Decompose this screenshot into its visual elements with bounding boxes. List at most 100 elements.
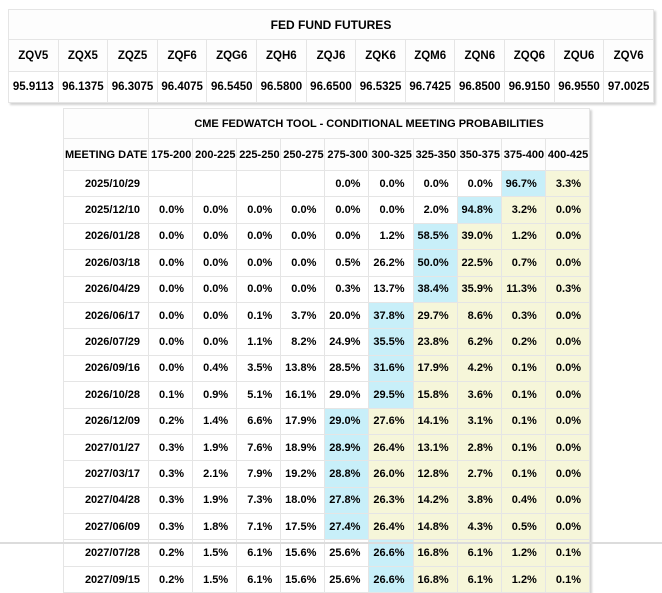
probability-cell: 29.0%	[324, 407, 370, 435]
probability-cell: 96.7%	[500, 169, 546, 198]
futures-table-title: FED FUND FUTURES	[8, 9, 654, 40]
probability-cell: 0.3%	[500, 301, 546, 330]
futures-price-cell: 96.6500	[305, 71, 357, 103]
rate-range-header: 225-250	[236, 138, 282, 171]
probability-cell: 0.1%	[236, 301, 282, 330]
probability-cell: 0.0%	[236, 196, 282, 224]
probability-cell: 94.8%	[456, 196, 502, 224]
probability-cell: 8.6%	[456, 301, 502, 330]
probability-cell: 6.1%	[236, 565, 282, 593]
meeting-row: 2027/09/15 0.2% 1.5% 6.1% 15.6% 25.6% 26.6% 16.…	[63, 565, 591, 593]
probability-cell: 4.3%	[456, 513, 502, 541]
probability-cell: 0.0%	[192, 275, 238, 303]
probability-cell: 15.6%	[280, 565, 326, 593]
futures-price-cell: 96.5800	[256, 71, 307, 103]
probability-cell: 6.2%	[456, 328, 502, 356]
probability-cell	[192, 169, 238, 198]
probability-cell: 0.0%	[544, 381, 591, 409]
probability-cell: 26.4%	[368, 513, 414, 541]
probability-cell: 0.1%	[500, 354, 546, 383]
probability-cell: 0.0%	[147, 328, 194, 356]
futures-value-row: 95.9113 96.1375 96.3075 96.4075 96.5450 96.58…	[8, 71, 654, 103]
probability-cell: 0.0%	[544, 301, 591, 330]
probability-cell: 23.8%	[412, 328, 458, 356]
probability-cell: 0.0%	[192, 328, 238, 356]
probability-cell: 0.0%	[324, 169, 370, 198]
futures-header-row: ZQV5 ZQX5 ZQZ5 ZQF6 ZQG6 ZQH6 ZQJ6 ZQK6 ZQM6 ZQN6…	[8, 39, 654, 72]
meeting-row: 2025/10/29 0.0% 0.0% 0.0% 0.0% 96.7% 3.3%	[63, 169, 591, 198]
futures-contract-header: ZQV5	[8, 39, 59, 72]
probability-cell: 19.2%	[280, 460, 326, 488]
probability-cell: 39.0%	[456, 222, 502, 251]
meeting-date-cell: 2026/10/28	[63, 381, 149, 409]
probability-cell: 0.0%	[544, 486, 591, 515]
probability-cell: 29.0%	[324, 381, 370, 409]
probability-cell: 15.8%	[412, 381, 458, 409]
probability-cell: 0.0%	[324, 222, 370, 251]
rate-range-header: 375-400	[500, 138, 546, 171]
meeting-date-cell: 2027/04/28	[63, 486, 149, 515]
futures-contract-header: ZQZ5	[107, 39, 158, 72]
probability-cell: 0.0%	[280, 249, 326, 277]
probability-cell: 0.3%	[147, 433, 194, 462]
probability-cell: 0.0%	[280, 275, 326, 303]
meeting-date-cell: 2026/09/16	[63, 354, 149, 383]
probability-cell: 27.6%	[368, 407, 414, 435]
probability-cell: 0.0%	[147, 275, 194, 303]
probability-cell: 0.3%	[324, 275, 370, 303]
probability-cell: 14.8%	[412, 513, 458, 541]
probability-cell: 0.0%	[324, 196, 370, 224]
probability-cell: 0.0%	[544, 249, 591, 277]
probability-cell: 5.1%	[236, 381, 282, 409]
fedwatch-corner-cell	[63, 108, 149, 139]
probability-cell: 0.1%	[500, 407, 546, 435]
rate-range-header: 250-275	[280, 138, 326, 171]
meeting-row: 2026/03/18 0.0% 0.0% 0.0% 0.0% 0.5% 26.2% 50.0%…	[63, 249, 591, 277]
probability-cell: 0.0%	[147, 301, 194, 330]
meeting-row: 2027/04/28 0.3% 1.9% 7.3% 18.0% 27.8% 26.3% 14.…	[63, 486, 591, 515]
meeting-row: 2026/04/29 0.0% 0.0% 0.0% 0.0% 0.3% 13.7% 38.4%…	[63, 275, 591, 303]
probability-cell: 0.7%	[500, 249, 546, 277]
probability-cell: 50.0%	[412, 249, 458, 277]
probability-cell: 1.9%	[192, 486, 238, 515]
rate-range-header: 325-350	[412, 138, 458, 171]
probability-cell: 1.5%	[192, 565, 238, 593]
probability-cell: 27.4%	[324, 513, 370, 541]
futures-price-cell: 96.7425	[404, 71, 456, 103]
meeting-date-cell: 2027/03/17	[63, 460, 149, 488]
probability-cell: 17.9%	[280, 407, 326, 435]
probability-cell	[236, 169, 282, 198]
probability-cell: 0.0%	[280, 196, 326, 224]
meeting-row: 2025/12/10 0.0% 0.0% 0.0% 0.0% 0.0% 0.0% 2.0% 94…	[63, 196, 591, 224]
meeting-row: 2026/07/29 0.0% 0.0% 1.1% 8.2% 24.9% 35.5% 23.8…	[63, 328, 591, 356]
probability-cell: 0.0%	[192, 249, 238, 277]
probability-cell: 2.7%	[456, 460, 502, 488]
probability-cell: 0.0%	[236, 249, 282, 277]
probability-cell: 0.0%	[147, 196, 194, 224]
probability-cell: 0.3%	[147, 460, 194, 488]
meeting-date-cell: 2027/01/27	[63, 433, 149, 462]
meeting-date-cell: 2027/09/15	[63, 565, 149, 593]
probability-cell: 17.5%	[280, 513, 326, 541]
probability-cell: 38.4%	[412, 275, 458, 303]
probability-cell: 2.8%	[456, 433, 502, 462]
probability-cell: 13.1%	[412, 433, 458, 462]
probability-cell: 37.8%	[368, 301, 414, 330]
futures-price-cell: 96.9550	[553, 71, 605, 103]
probability-cell: 1.1%	[236, 328, 282, 356]
meeting-row: 2027/01/27 0.3% 1.9% 7.6% 18.9% 28.9% 26.4% 13.…	[63, 433, 591, 462]
fedwatch-title-row: CME FEDWATCH TOOL - CONDITIONAL MEETING …	[63, 108, 590, 139]
futures-contract-header: ZQX5	[57, 39, 109, 72]
probability-cell: 7.6%	[236, 433, 282, 462]
probability-cell: 17.9%	[412, 354, 458, 383]
rate-range-header: 275-300	[324, 138, 370, 171]
probability-cell: 3.3%	[544, 169, 591, 198]
probability-cell: 0.0%	[544, 354, 591, 383]
meeting-row: 2026/06/17 0.0% 0.0% 0.1% 3.7% 20.0% 37.8% 29.7…	[63, 301, 591, 330]
probability-cell: 31.6%	[368, 354, 414, 383]
probability-cell: 35.5%	[368, 328, 414, 356]
probability-cell: 0.0%	[412, 169, 458, 198]
meeting-date-cell: 2026/06/17	[63, 301, 149, 330]
probability-cell: 0.3%	[147, 486, 194, 515]
meeting-date-header: MEETING DATE	[63, 138, 149, 171]
